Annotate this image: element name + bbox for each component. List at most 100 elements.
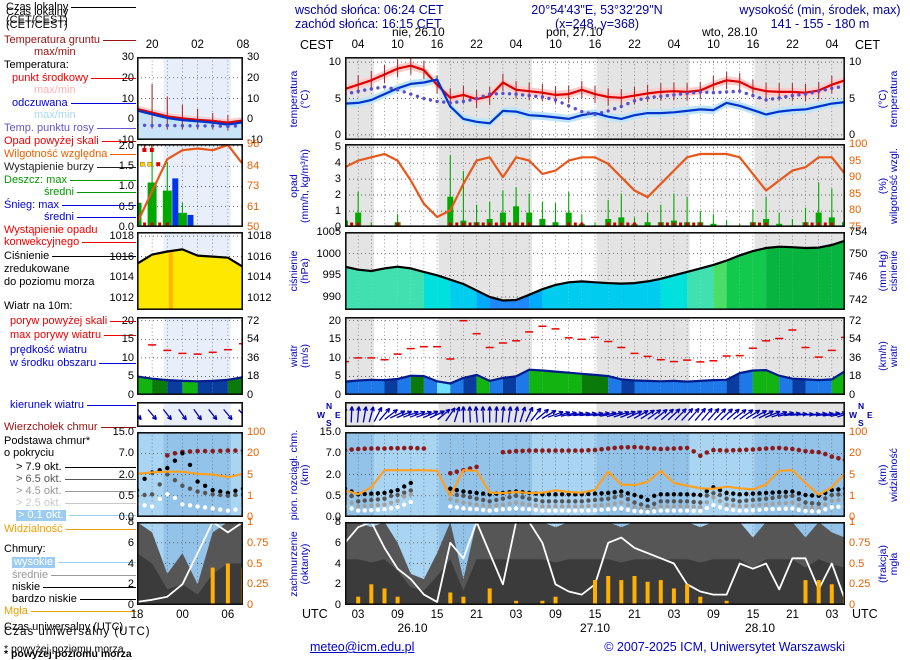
top-hour-label: 10 xyxy=(707,39,720,51)
legend-leader-line xyxy=(69,180,136,181)
legend-leader-line xyxy=(64,467,136,468)
panel-wind-main xyxy=(345,317,845,395)
tick-opad-main-right: 75 xyxy=(849,221,862,233)
bottom-hour-label: 21 xyxy=(628,609,641,621)
tick-cloud-main-left: 0.5 xyxy=(325,489,341,502)
bottom-hour-label: 09 xyxy=(391,609,404,621)
legend-item: prędkość wiatru xyxy=(10,344,88,356)
panel-okt-mini xyxy=(137,522,243,605)
tick-temp-main-right: 10 xyxy=(849,56,862,69)
tick-opad-main-left: 5 xyxy=(334,141,341,154)
legend-item: w środku obszaru xyxy=(10,358,136,369)
bottom-hour-label: 15 xyxy=(746,609,760,621)
tick-cloud-mini-left: 15.0 xyxy=(112,426,134,438)
tick-temp-main-right: 0 xyxy=(849,128,856,141)
legend-leader-line xyxy=(76,192,136,193)
axis-top-right-tz: CET xyxy=(855,38,880,52)
mini-bottom-hour-label: 06 xyxy=(221,609,235,621)
tick-opad-main-left: 4 xyxy=(334,157,341,170)
legend-item: max porywy wiatru xyxy=(10,330,136,341)
legend-leader-line xyxy=(71,7,136,8)
bottom-hour-label: 21 xyxy=(786,609,799,621)
legend-item: Ciśnienie xyxy=(4,251,136,262)
altitude-label: wysokość (min, środek, max) xyxy=(739,3,901,17)
tick-opad-mini-right: 96 xyxy=(247,138,260,150)
tick-temp-main-right: 5 xyxy=(849,92,856,105)
axis-label-cloud-left: pion. rozciągł. chm. (km) xyxy=(288,429,311,520)
legend-leader-line xyxy=(62,205,136,206)
panel-wind-mini xyxy=(137,317,243,395)
tick-temp-mini-right: 20 xyxy=(247,71,260,84)
tick-okt-mini-right: 0.5 xyxy=(247,557,263,570)
tick-temp-mini-right: 0 xyxy=(247,113,254,126)
tick-cloud-main-left: 7.0 xyxy=(325,447,341,460)
mini-top-hour-label: 20 xyxy=(145,39,159,51)
legend-item: Wystąpienie opadu xyxy=(4,224,98,236)
legend-leader-line xyxy=(110,321,136,322)
legend-leader-line xyxy=(96,128,136,129)
tick-okt-mini-left: 2 xyxy=(127,578,134,591)
axis-label-temp-left: temperatura (°C) xyxy=(288,70,311,127)
panel-okt-main xyxy=(345,522,845,605)
bottom-hour-label: 15 xyxy=(588,609,602,621)
tick-okt-main-left: 0 xyxy=(334,599,341,611)
tick-opad-main-right: 80 xyxy=(849,204,862,217)
legend-item: max/min xyxy=(34,46,76,58)
tick-press-main-left: 990 xyxy=(322,290,341,303)
footnote: * powyżej poziomu morza xyxy=(4,648,132,660)
legend-leader-line xyxy=(30,611,136,612)
legend-item: Temp. punktu rosy xyxy=(4,123,136,134)
tick-okt-mini-left: 4 xyxy=(127,557,134,570)
grid-xy-text: (x=248, y=368) xyxy=(554,17,640,31)
tick-cloud-mini-left: 0.5 xyxy=(118,489,134,502)
legend-item: Wierzchołek chmur xyxy=(4,422,136,433)
legend-item: Wilgotność względna xyxy=(4,149,136,160)
utc-line-label: Czas uniwersalny (UTC) xyxy=(4,626,151,638)
axis-label-okt-left: zachmurzenie (oktanty) xyxy=(288,530,311,597)
legend-item: Śnieg: max xyxy=(4,200,136,211)
tick-okt-mini-left: 6 xyxy=(127,536,134,549)
legend-item: Widzialność xyxy=(4,524,136,535)
tick-wind-main-left: 15 xyxy=(328,333,341,346)
legend-leader-line xyxy=(99,363,136,364)
legend-item: Temperatura: xyxy=(4,59,69,71)
legend-item: Wiatr na 10m: xyxy=(4,300,73,312)
tick-opad-mini-left: 1.5 xyxy=(118,160,134,173)
sunrise-text: wschód słońca: 06:24 CET xyxy=(295,3,444,17)
panel-press-main xyxy=(345,232,845,310)
legend-item: max/min xyxy=(34,109,76,121)
tick-press-mini-left: 1018 xyxy=(109,230,134,243)
tick-cloud-mini-right: 100 xyxy=(247,426,266,438)
day-label: nie, 26.10 xyxy=(392,25,445,39)
copyright-text: © 2007-2025 ICM, Uniwersytet Warszawski xyxy=(604,640,845,654)
legend-leader-line xyxy=(86,405,136,406)
mini-bottom-hour-label: 00 xyxy=(176,609,189,621)
legend-leader-line xyxy=(76,217,136,218)
email-link[interactable]: meteo@icm.edu.pl xyxy=(310,640,415,654)
axis-label-wind-right: (km/h) wiatr xyxy=(877,341,900,371)
tick-wind-main-left: 10 xyxy=(328,351,341,364)
tick-wind-mini-right: 18 xyxy=(247,370,260,383)
axis-top-left-tz: CEST xyxy=(300,38,334,52)
legend-leader-line xyxy=(104,335,136,336)
tick-press-main-right: 750 xyxy=(849,248,868,261)
tick-wind-mini-right: 72 xyxy=(247,314,260,327)
legend-item: > 7.9 okt. xyxy=(16,462,136,473)
tick-press-mini-left: 1016 xyxy=(109,250,134,263)
panel-press-mini xyxy=(137,232,243,310)
top-hour-label: 16 xyxy=(588,39,602,51)
panel-cloud-main xyxy=(345,432,845,517)
top-hour-label: 04 xyxy=(825,39,839,51)
legend-item: niskie xyxy=(12,582,136,593)
tick-wind-main-right: 18 xyxy=(849,370,862,383)
tick-wind-main-right: 54 xyxy=(849,333,862,346)
legend-leader-line xyxy=(68,515,136,516)
tick-opad-main-left: 1 xyxy=(334,205,341,218)
legend-item: > 0.1 okt. xyxy=(16,510,136,521)
tick-press-main-right: 742 xyxy=(849,294,868,307)
tick-okt-main-right: 0 xyxy=(849,599,856,611)
legend-leader-line xyxy=(101,141,136,142)
tick-press-mini-right: 1014 xyxy=(247,271,272,284)
tick-opad-mini-left: 0.0 xyxy=(118,221,134,233)
tick-temp-mini-right: 30 xyxy=(247,51,260,63)
